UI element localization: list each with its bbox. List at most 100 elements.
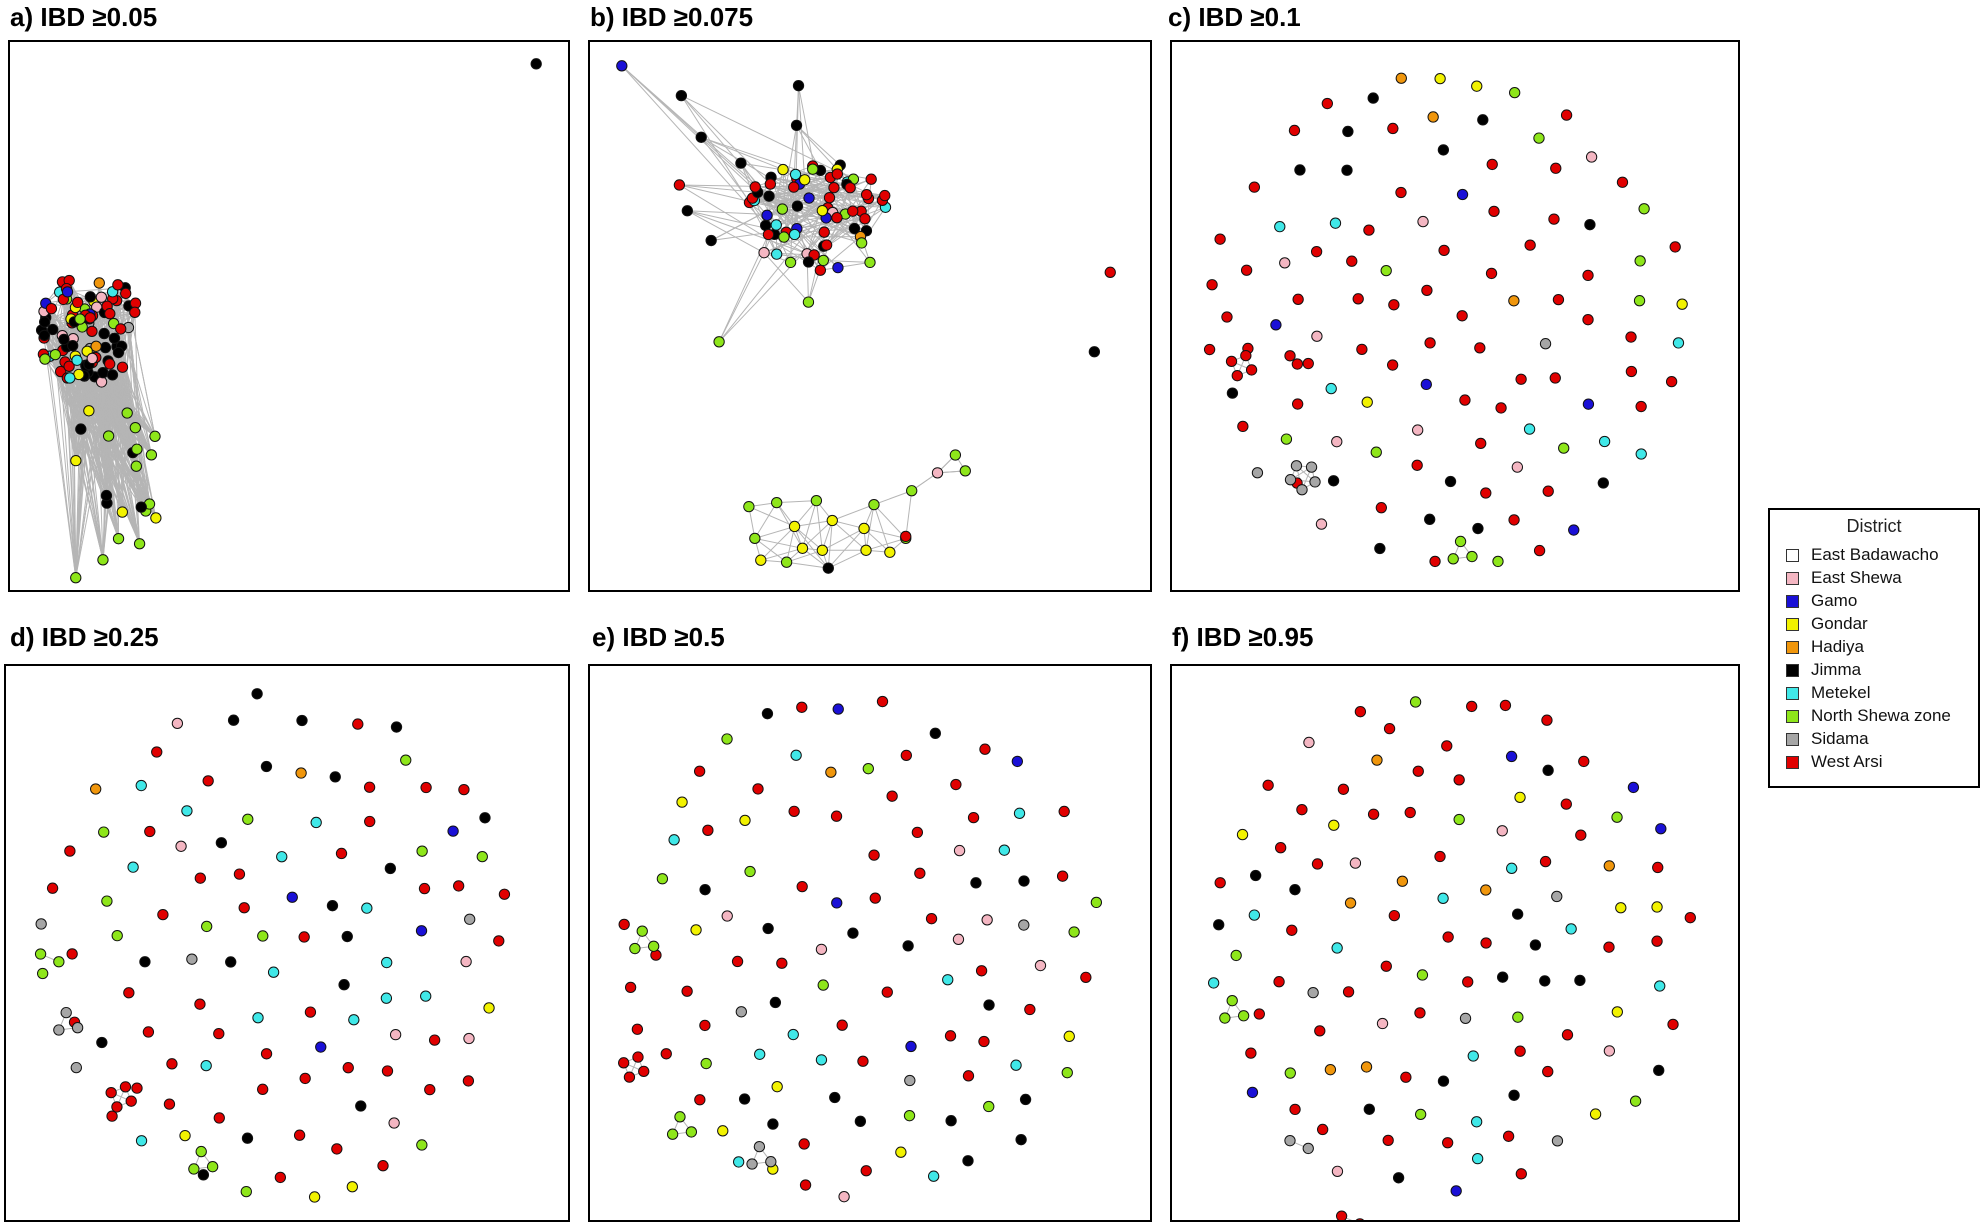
network-node (1376, 1017, 1389, 1030)
network-node (194, 872, 206, 884)
network-node (1672, 337, 1685, 349)
network-node (1475, 437, 1487, 450)
network-node (1427, 111, 1439, 123)
network-node (1511, 461, 1524, 473)
network-node (363, 781, 376, 793)
network-node (150, 512, 162, 524)
network-node (743, 500, 755, 513)
network-node (135, 1135, 148, 1147)
network-node (120, 287, 132, 300)
network-node (1523, 423, 1536, 435)
network-node (1273, 976, 1285, 988)
network-node (744, 865, 756, 878)
network-node (1374, 542, 1386, 555)
network-node (1274, 842, 1287, 854)
network-node (1213, 919, 1225, 931)
network-node (668, 834, 680, 846)
network-node (1542, 764, 1554, 777)
network-node (666, 1128, 679, 1140)
network-edge (44, 358, 142, 508)
network-node (1335, 1210, 1348, 1220)
network-node (342, 1062, 354, 1074)
legend-label: East Shewa (1811, 568, 1902, 587)
network-node (700, 1057, 712, 1070)
network-node (1311, 330, 1323, 342)
network-node (252, 1012, 264, 1024)
network-node (238, 902, 250, 914)
network-node (1203, 343, 1216, 356)
network-node (732, 1156, 745, 1168)
network-node (1582, 398, 1595, 410)
network-node (1284, 1135, 1296, 1147)
network-node (761, 707, 774, 720)
network-node (1684, 912, 1696, 924)
network-node (1514, 791, 1526, 804)
legend-item-east-badawacho: East Badawacho (1786, 544, 1939, 566)
network-node (1429, 555, 1441, 568)
network-node (616, 60, 628, 72)
network-node (859, 213, 871, 225)
network-node (1251, 467, 1264, 479)
network-node (131, 1082, 143, 1094)
network-node (945, 1115, 957, 1127)
network-node (838, 1191, 850, 1203)
legend-swatch (1786, 640, 1799, 654)
network-node (1539, 338, 1552, 350)
network-node (240, 1185, 252, 1198)
network-node (1442, 931, 1454, 943)
network-node (102, 430, 115, 442)
network-node (67, 340, 79, 352)
network-node (1219, 1012, 1231, 1024)
network-node (1533, 544, 1546, 557)
network-edge (802, 500, 817, 549)
network-node (776, 203, 788, 215)
network-node (886, 790, 898, 802)
network-node (1355, 1218, 1365, 1220)
network-node (75, 423, 87, 435)
network-node (1625, 331, 1637, 343)
network-node (1549, 372, 1561, 384)
network-node (1560, 109, 1573, 121)
network-node (810, 494, 823, 507)
network-node (1585, 151, 1598, 163)
network-edge (754, 525, 795, 539)
network-node (1459, 394, 1471, 406)
network-node (352, 718, 364, 730)
network-edge (768, 195, 853, 212)
network-node (1058, 805, 1070, 818)
network-node (902, 940, 914, 952)
network-node (981, 914, 993, 926)
network-edge (794, 526, 829, 569)
network-node (876, 695, 889, 708)
network-node (1598, 435, 1611, 448)
network-node (1221, 311, 1233, 323)
network-plot-f (1207, 696, 1696, 1220)
network-node (1421, 284, 1433, 297)
network-node (1392, 1172, 1405, 1184)
network-node (731, 955, 744, 968)
network-node (1539, 975, 1551, 987)
network-node (251, 688, 263, 700)
network-node (315, 1041, 327, 1053)
network-node (844, 182, 856, 194)
network-panel-d (4, 664, 570, 1222)
legend-label: Sidama (1811, 729, 1869, 748)
network-node (1404, 806, 1416, 819)
network-node (816, 544, 829, 556)
network-node (906, 485, 918, 497)
network-node (685, 1126, 698, 1138)
network-node (157, 908, 169, 921)
network-edge (679, 184, 783, 210)
network-node (702, 824, 714, 836)
network-node (856, 237, 868, 249)
network-node (764, 178, 776, 190)
network-node (788, 228, 801, 241)
network-node (1412, 424, 1424, 436)
legend-item-sidama: Sidama (1786, 728, 1869, 750)
network-node (127, 861, 139, 873)
network-node (296, 714, 308, 727)
network-node (1302, 357, 1314, 370)
network-node (1388, 299, 1400, 311)
network-edge (905, 490, 913, 539)
network-node (1019, 1093, 1032, 1106)
